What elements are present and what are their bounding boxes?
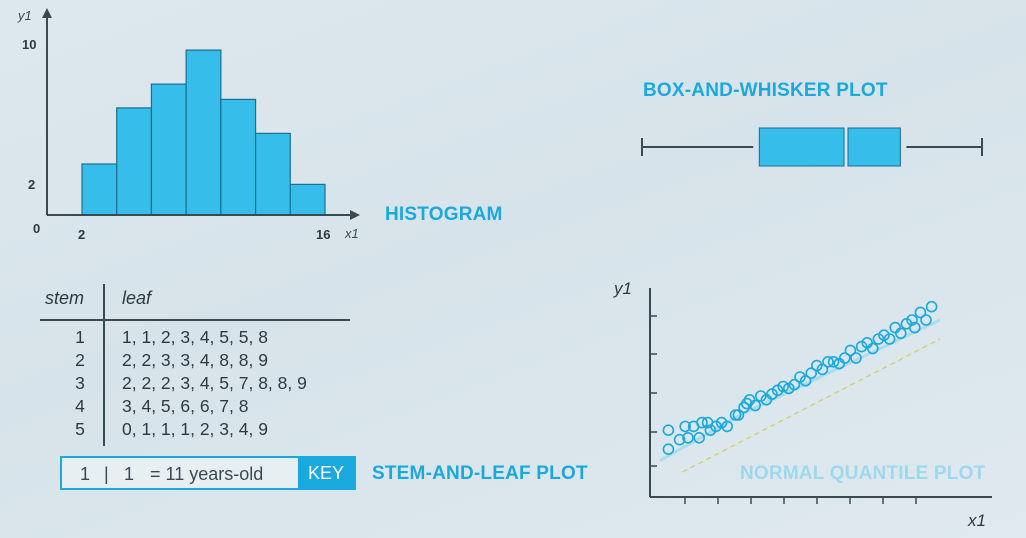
quantile-point [682,431,694,444]
histogram-bar [254,132,291,216]
quantile-x-axis-label: x1 [967,511,986,530]
stem-value: 5 [75,419,85,439]
leaf-header: leaf [122,288,152,308]
box-upper-half [847,127,901,167]
quantile-point [816,363,829,376]
histogram-y-tick-2: 2 [28,177,35,192]
quantile-point [679,420,692,433]
quantile-point [799,374,812,387]
stem-value: 4 [75,396,85,416]
stem-leaf-label: STEM-AND-LEAF PLOT [372,463,588,484]
histogram-bar [220,98,257,216]
box-lower-half [758,127,845,167]
quantile-point [889,321,902,334]
quantile-point [777,380,790,393]
quantile-point [673,433,686,446]
quantile-point [866,342,879,355]
quantile-point [920,314,932,326]
quantile-point [721,420,734,433]
stem-value: 1 [75,327,85,347]
leaf-values: 2, 2, 2, 3, 4, 5, 7, 8, 8, 9 [122,373,307,393]
normal-quantile-label: NORMAL QUANTILE PLOT [740,463,986,484]
quantile-points [662,300,938,456]
histogram-bars [81,49,326,216]
histogram-bar [81,163,118,216]
quantile-point [693,431,706,444]
box-whisker-chart [641,127,983,167]
quantile-point [822,355,834,368]
leaf-values: 2, 2, 3, 3, 4, 8, 8, 9 [122,350,268,370]
stem-leaf-header-rule [40,319,350,321]
stem-leaf-divider [103,284,105,446]
key-leaf: 1 [124,464,135,484]
histogram-bar [185,49,222,216]
stem-value: 3 [75,373,85,393]
quantile-point [827,355,840,368]
histogram-bar [116,107,153,216]
quantile-point [662,443,675,456]
box-whisker-label: BOX-AND-WHISKER PLOT [643,80,888,101]
stem-header: stem [45,288,85,308]
quantile-point [844,344,857,357]
histogram-x-arrow [350,210,360,220]
quantile-lines [659,318,941,473]
histogram-bar [150,83,187,216]
key-stem: 1 [80,464,91,484]
histogram-origin-label: 0 [33,221,40,236]
histogram-bar [289,183,326,216]
histogram-x-axis-label: x1 [344,226,359,241]
quantile-point [883,333,896,345]
histogram-x-tick-16: 16 [316,227,330,242]
quantile-reference-line [682,338,941,473]
quantile-point [788,378,801,391]
quantile-point [850,352,862,364]
quantile-point [914,306,927,319]
quantile-point [749,399,762,412]
quantile-point [732,409,745,421]
quantile-point [894,327,907,340]
quantile-point [838,352,851,364]
quantile-point [696,416,708,429]
key-meaning: = 11 years-old [150,464,264,484]
stem-leaf-table: stem leaf 1 1, 1, 2, 3, 4, 5, 5, 8 2 2, … [30,282,370,452]
leaf-values: 3, 4, 5, 6, 6, 7, 8 [122,396,249,416]
quantile-point [906,314,918,326]
histogram-y-tick-10: 10 [22,37,36,52]
leaf-values: 1, 1, 2, 3, 4, 5, 5, 8 [122,327,268,347]
histogram-y-axis-label: y1 [17,8,32,23]
histogram-y-arrow [42,8,52,18]
quantile-point [925,300,938,313]
quantile-ticks [650,315,917,504]
quantile-point [662,424,675,437]
histogram-x-tick-2: 2 [78,227,85,242]
quantile-y-axis-label: y1 [613,279,632,298]
leaf-values: 0, 1, 1, 1, 2, 3, 4, 9 [122,419,268,439]
stem-value: 2 [75,350,85,370]
quantile-fit-curve [659,318,941,462]
histogram-label: HISTOGRAM [385,204,503,225]
key-tag: KEY [298,458,354,488]
quantile-point [908,321,921,334]
key-separator: | [104,464,109,484]
quantile-point [805,367,818,380]
stem-leaf-key: 1 | 1 = 11 years-old KEY [60,456,356,490]
